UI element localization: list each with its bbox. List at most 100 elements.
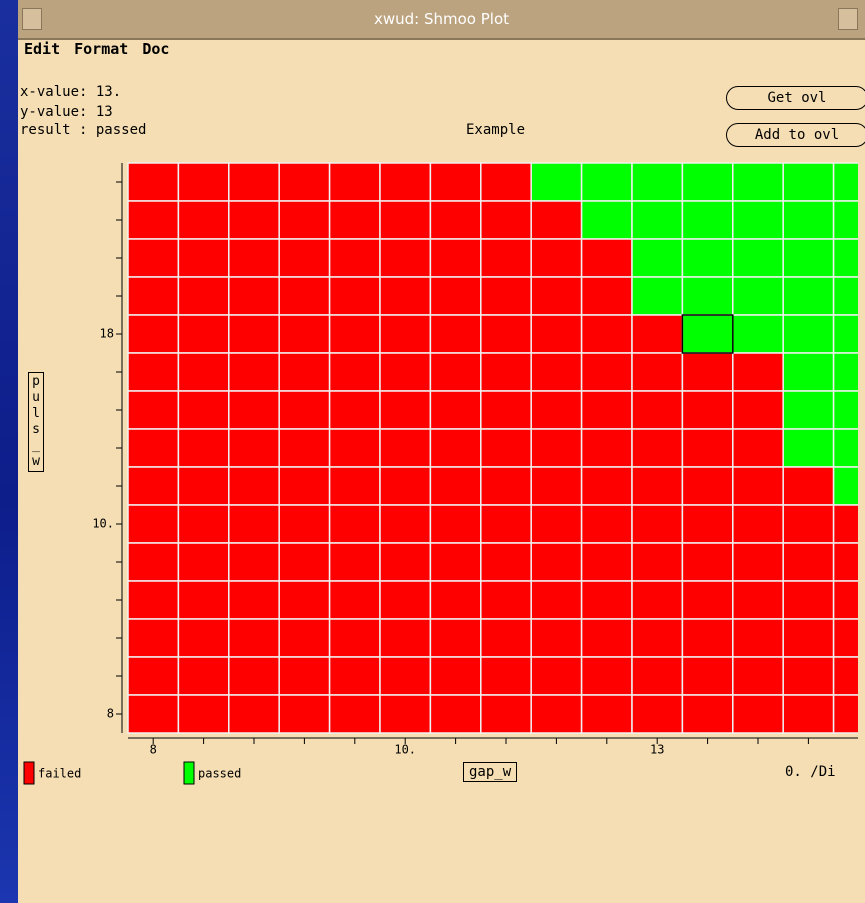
cell[interactable] xyxy=(530,314,583,354)
cell[interactable] xyxy=(177,466,230,506)
cell[interactable] xyxy=(832,466,865,506)
cell[interactable] xyxy=(631,390,684,430)
cell[interactable] xyxy=(429,162,482,202)
cell[interactable] xyxy=(228,656,280,696)
cell[interactable] xyxy=(379,390,432,430)
cell[interactable] xyxy=(631,200,684,240)
cell[interactable] xyxy=(580,694,633,734)
cell[interactable] xyxy=(732,618,784,658)
cell[interactable] xyxy=(681,276,734,316)
cell[interactable] xyxy=(480,276,532,316)
cell[interactable] xyxy=(832,276,865,316)
cell[interactable] xyxy=(782,694,835,734)
cell[interactable] xyxy=(228,276,280,316)
cell[interactable] xyxy=(732,428,784,468)
cell[interactable] xyxy=(580,656,633,696)
cell[interactable] xyxy=(832,694,865,734)
cell[interactable] xyxy=(732,390,784,430)
cell[interactable] xyxy=(278,466,331,506)
cell[interactable] xyxy=(732,542,784,582)
cell[interactable] xyxy=(782,390,835,430)
cell[interactable] xyxy=(681,352,734,392)
cell[interactable] xyxy=(631,162,684,202)
menu-item[interactable]: Doc xyxy=(142,40,170,58)
cell[interactable] xyxy=(631,580,684,620)
cell[interactable] xyxy=(631,694,684,734)
cell[interactable] xyxy=(429,580,482,620)
cell[interactable] xyxy=(681,656,734,696)
cell[interactable] xyxy=(177,656,230,696)
cell[interactable] xyxy=(328,542,381,582)
cell[interactable] xyxy=(127,466,180,506)
cell[interactable] xyxy=(278,162,331,202)
cell[interactable] xyxy=(127,162,180,202)
cell[interactable] xyxy=(782,314,835,354)
cell[interactable] xyxy=(328,618,381,658)
cell[interactable] xyxy=(782,200,835,240)
cell[interactable] xyxy=(429,428,482,468)
cell[interactable] xyxy=(530,276,583,316)
cell[interactable] xyxy=(480,238,532,278)
cell[interactable] xyxy=(278,200,331,240)
cell[interactable] xyxy=(328,314,381,354)
cell[interactable] xyxy=(379,466,432,506)
cell[interactable] xyxy=(681,466,734,506)
cell[interactable] xyxy=(228,428,280,468)
cell[interactable] xyxy=(228,618,280,658)
cell[interactable] xyxy=(580,542,633,582)
cell[interactable] xyxy=(127,428,180,468)
cell[interactable] xyxy=(580,200,633,240)
cell[interactable] xyxy=(278,580,331,620)
cell[interactable] xyxy=(480,314,532,354)
cell[interactable] xyxy=(681,618,734,658)
cell[interactable] xyxy=(228,580,280,620)
cell[interactable] xyxy=(480,466,532,506)
cell[interactable] xyxy=(732,352,784,392)
cell[interactable] xyxy=(681,162,734,202)
cell[interactable] xyxy=(631,276,684,316)
cell[interactable] xyxy=(278,352,331,392)
cell[interactable] xyxy=(681,504,734,544)
cell[interactable] xyxy=(379,352,432,392)
cell[interactable] xyxy=(228,504,280,544)
cell[interactable] xyxy=(379,542,432,582)
cell[interactable] xyxy=(631,352,684,392)
cell[interactable] xyxy=(530,428,583,468)
cell[interactable] xyxy=(782,352,835,392)
cell[interactable] xyxy=(832,542,865,582)
cell[interactable] xyxy=(379,428,432,468)
cell[interactable] xyxy=(832,314,865,354)
cell[interactable] xyxy=(782,580,835,620)
cell[interactable] xyxy=(328,276,381,316)
cell[interactable] xyxy=(328,580,381,620)
window-minimize-button[interactable] xyxy=(838,8,858,30)
cell[interactable] xyxy=(127,276,180,316)
cell[interactable] xyxy=(530,618,583,658)
cell[interactable] xyxy=(328,694,381,734)
cell[interactable] xyxy=(480,542,532,582)
cell[interactable] xyxy=(480,694,532,734)
cell[interactable] xyxy=(580,314,633,354)
cell[interactable] xyxy=(732,656,784,696)
cell[interactable] xyxy=(530,580,583,620)
cell[interactable] xyxy=(631,428,684,468)
cell[interactable] xyxy=(480,504,532,544)
cell[interactable] xyxy=(530,694,583,734)
cell[interactable] xyxy=(782,504,835,544)
cell[interactable] xyxy=(379,580,432,620)
cell[interactable] xyxy=(177,276,230,316)
cell[interactable] xyxy=(832,504,865,544)
cell[interactable] xyxy=(177,428,230,468)
cell[interactable] xyxy=(580,580,633,620)
cell[interactable] xyxy=(580,238,633,278)
cell[interactable] xyxy=(278,276,331,316)
cell[interactable] xyxy=(228,162,280,202)
cell[interactable] xyxy=(328,238,381,278)
cell[interactable] xyxy=(681,314,734,354)
cell[interactable] xyxy=(328,428,381,468)
cell[interactable] xyxy=(782,542,835,582)
cell[interactable] xyxy=(379,162,432,202)
cell[interactable] xyxy=(732,466,784,506)
cell[interactable] xyxy=(177,390,230,430)
cell[interactable] xyxy=(228,352,280,392)
